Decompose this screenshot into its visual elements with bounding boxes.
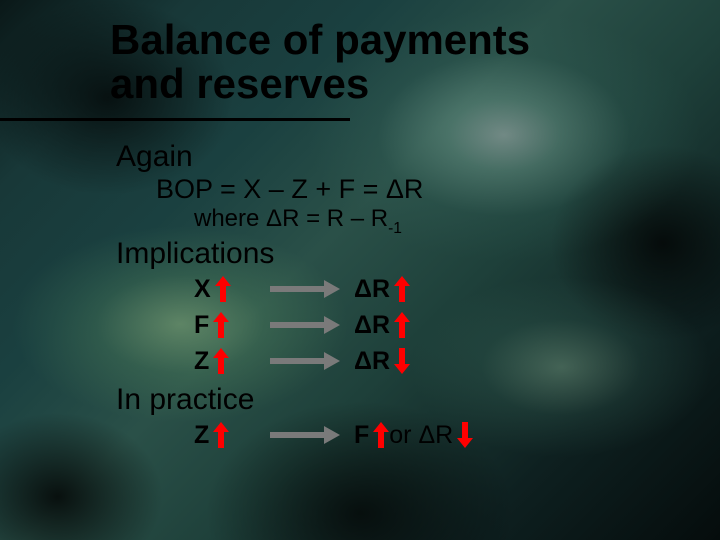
equation-main: BOP = X – Z + F = ΔR xyxy=(156,174,473,205)
heading-again: Again xyxy=(116,140,473,174)
right-arrow-icon xyxy=(270,316,340,334)
implication-row: Z ΔR xyxy=(194,343,473,379)
implication-implies xyxy=(270,352,354,370)
up-arrow-icon xyxy=(394,312,410,338)
slide: Balance of payments and reserves Again B… xyxy=(0,0,720,540)
equation-where-subscript: -1 xyxy=(388,220,402,237)
up-arrow-icon xyxy=(213,312,229,338)
implication-result: ΔR xyxy=(354,347,410,376)
title-line-1: Balance of payments xyxy=(110,18,530,62)
implication-var: Z xyxy=(194,347,270,376)
practice-var: Z xyxy=(194,421,270,450)
implication-implies xyxy=(270,316,354,334)
equation-where: where ΔR = R – R-1 xyxy=(194,205,473,233)
practice-result: F or ΔR xyxy=(354,421,473,450)
implication-row: X ΔR xyxy=(194,271,473,307)
implication-row: F ΔR xyxy=(194,307,473,343)
heading-in-practice: In practice xyxy=(116,383,473,417)
implication-var: X xyxy=(194,275,270,304)
up-arrow-icon xyxy=(213,422,229,448)
title-line-2: and reserves xyxy=(110,62,530,106)
implication-result: ΔR xyxy=(354,275,410,304)
up-arrow-icon xyxy=(394,276,410,302)
practice-row: Z F or ΔR xyxy=(194,417,473,453)
up-arrow-icon xyxy=(213,348,229,374)
implication-var: F xyxy=(194,311,270,340)
equation-where-text: where ΔR = R – R xyxy=(194,205,388,232)
heading-implications: Implications xyxy=(116,237,473,271)
right-arrow-icon xyxy=(270,352,340,370)
slide-title: Balance of payments and reserves xyxy=(110,18,530,106)
down-arrow-icon xyxy=(457,422,473,448)
right-arrow-icon xyxy=(270,426,340,444)
implication-implies xyxy=(270,280,354,298)
up-arrow-icon xyxy=(215,276,231,302)
practice-implies xyxy=(270,426,354,444)
implication-result: ΔR xyxy=(354,311,410,340)
down-arrow-icon xyxy=(394,348,410,374)
right-arrow-icon xyxy=(270,280,340,298)
up-arrow-icon xyxy=(373,422,389,448)
title-underline xyxy=(0,118,350,121)
slide-body: Again BOP = X – Z + F = ΔR where ΔR = R … xyxy=(116,140,473,453)
implications-table: X ΔR F ΔR Z ΔR xyxy=(194,271,473,379)
practice-table: Z F or ΔR xyxy=(194,417,473,453)
